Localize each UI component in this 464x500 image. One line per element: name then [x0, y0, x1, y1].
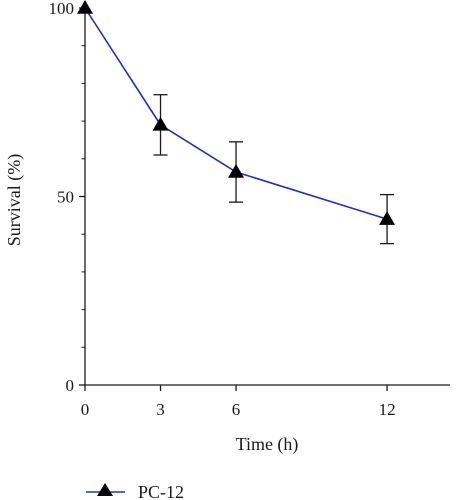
x-axis-label: Time (h): [236, 434, 299, 455]
legend-label-pc-12: PC-12: [138, 482, 184, 500]
data-point-triangle: [152, 116, 169, 131]
y-tick-label-100: 100: [49, 0, 75, 18]
x-tick-label-12: 12: [379, 400, 396, 419]
y-tick-label-50: 50: [57, 188, 74, 207]
legend: PC-12: [86, 482, 184, 500]
axes: [84, 8, 450, 386]
x-ticks: 0 3 6 12: [81, 385, 396, 419]
y-ticks: 0 50 100: [49, 0, 85, 395]
data-point-triangle: [77, 0, 93, 14]
y-axis-label: Survival (%): [4, 154, 25, 246]
data-point-triangle: [379, 211, 396, 225]
legend-triangle-marker: [97, 483, 113, 496]
series-layer: [77, 0, 396, 245]
x-tick-label-3: 3: [156, 400, 165, 419]
series-line-0: [84, 7, 388, 220]
x-tick-label-6: 6: [232, 400, 241, 419]
x-tick-label-0: 0: [81, 400, 90, 419]
data-point-triangle: [228, 163, 245, 178]
y-tick-label-0: 0: [66, 376, 75, 395]
